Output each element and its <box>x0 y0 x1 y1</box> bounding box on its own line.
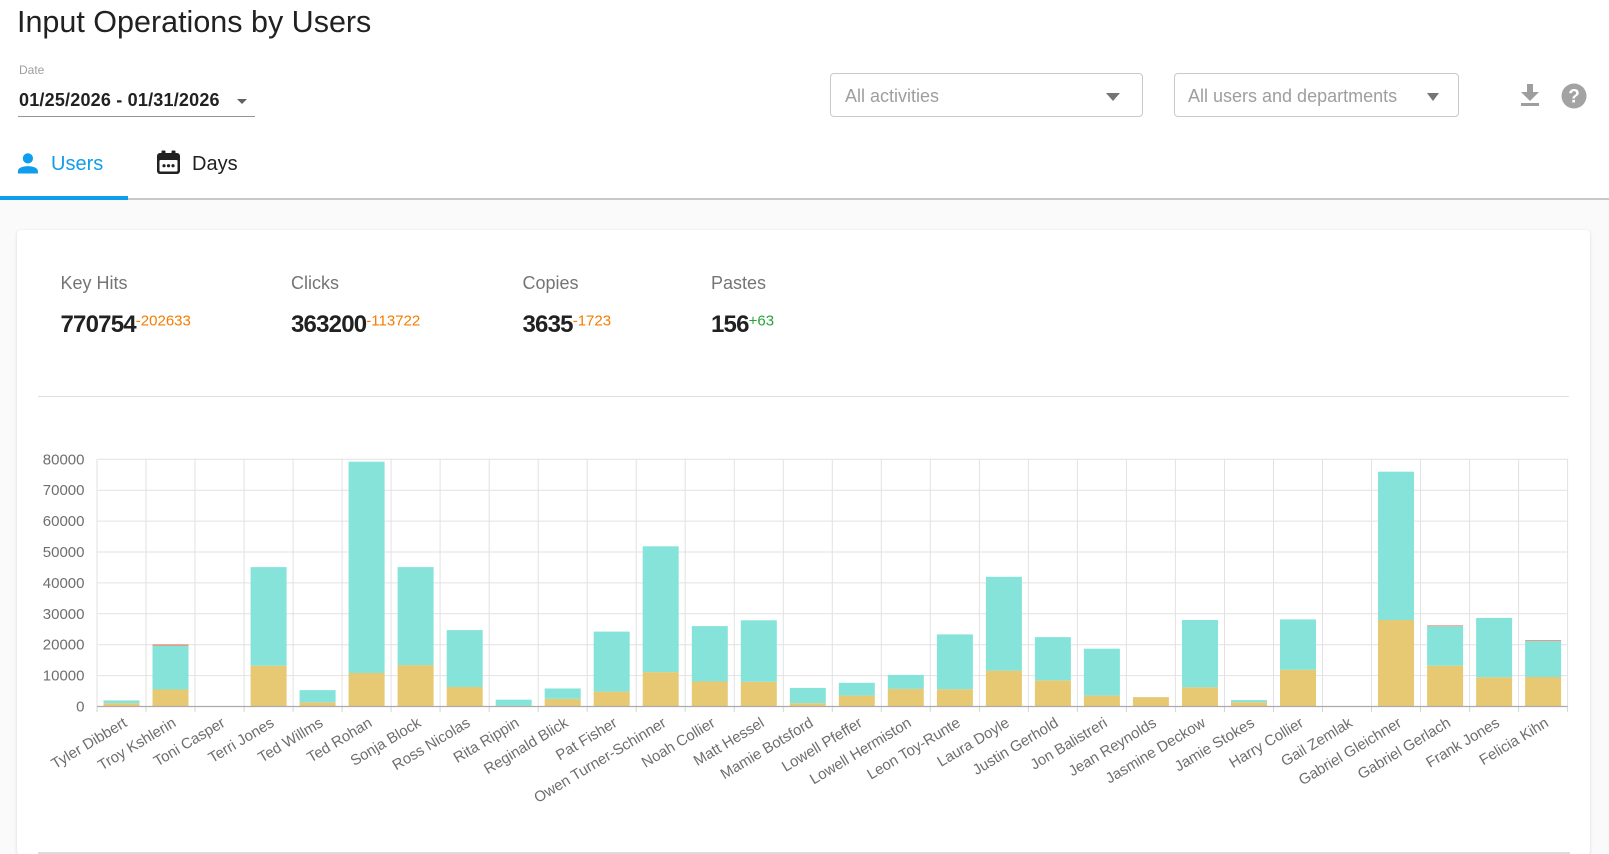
svg-text:20000: 20000 <box>43 637 85 654</box>
svg-text:40000: 40000 <box>43 575 85 592</box>
svg-text:50000: 50000 <box>43 544 85 561</box>
svg-text:70000: 70000 <box>43 482 85 499</box>
svg-text:0: 0 <box>76 699 84 716</box>
svg-text:30000: 30000 <box>43 606 85 623</box>
svg-text:80000: 80000 <box>43 451 85 468</box>
svg-text:60000: 60000 <box>43 513 85 530</box>
svg-text:10000: 10000 <box>43 668 85 685</box>
svg-text:?: ? <box>1568 87 1580 108</box>
